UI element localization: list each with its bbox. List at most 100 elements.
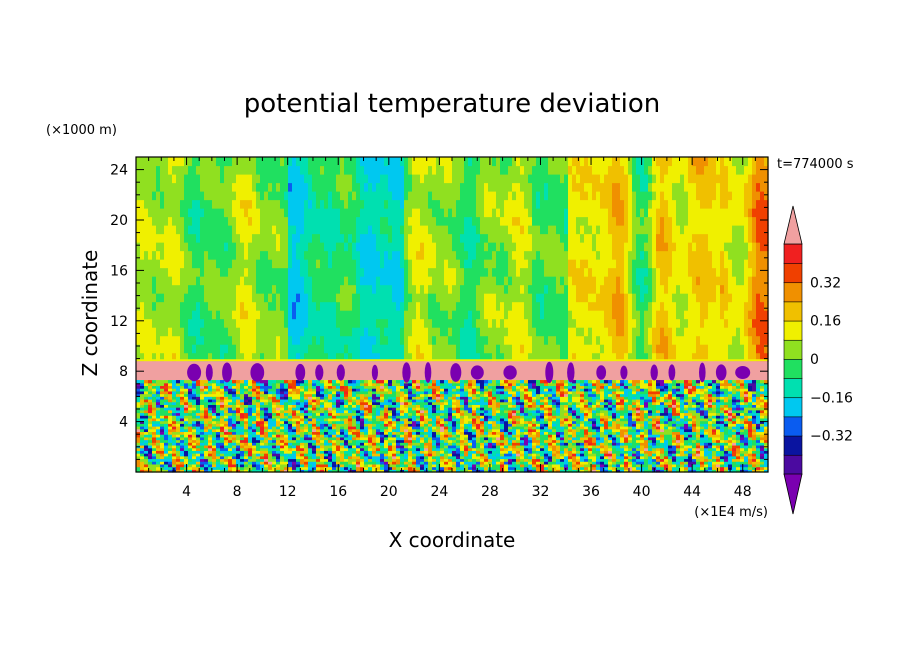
- heatmap-cell: [708, 327, 713, 337]
- heatmap-cell: [460, 276, 465, 286]
- heatmap-cell: [232, 382, 237, 387]
- heatmap-cell: [548, 327, 553, 337]
- heatmap-cell: [332, 191, 337, 201]
- heatmap-cell: [384, 216, 389, 226]
- heatmap-cell: [284, 327, 289, 337]
- heatmap-cell: [180, 447, 185, 451]
- heatmap-cell: [172, 455, 177, 460]
- heatmap-cell: [272, 463, 277, 468]
- heatmap-cell: [696, 344, 701, 354]
- heatmap-cell: [472, 335, 477, 345]
- heatmap-cell: [160, 388, 165, 392]
- heatmap-cell: [512, 267, 517, 277]
- heatmap-cell: [452, 225, 457, 235]
- heatmap-cell: [476, 310, 481, 320]
- heatmap-cell: [272, 174, 277, 184]
- heatmap-cell: [760, 174, 765, 184]
- heatmap-cell: [412, 208, 417, 218]
- heatmap-cell: [164, 412, 169, 416]
- heatmap-cell: [216, 380, 221, 384]
- heatmap-cell: [400, 327, 405, 337]
- heatmap-cell: [428, 352, 433, 362]
- heatmap-cell: [148, 191, 153, 201]
- heatmap-cell: [404, 327, 409, 337]
- heatmap-cell: [200, 417, 205, 422]
- heatmap-cell: [716, 284, 721, 294]
- heatmap-cell: [672, 344, 677, 354]
- heatmap-cell: [412, 293, 417, 303]
- heatmap-cell: [356, 318, 361, 328]
- heatmap-cell: [748, 344, 753, 354]
- heatmap-cell: [528, 225, 533, 235]
- heatmap-cell: [232, 409, 237, 414]
- heatmap-cell: [204, 380, 209, 384]
- heatmap-cell: [224, 382, 229, 387]
- heatmap-cell: [560, 352, 565, 362]
- heatmap-cell: [592, 242, 597, 252]
- heatmap-cell: [136, 267, 141, 277]
- heatmap-cell: [288, 165, 293, 175]
- heatmap-cell: [272, 398, 277, 403]
- heatmap-cell: [392, 242, 397, 252]
- heatmap-cell: [352, 310, 357, 320]
- heatmap-cell: [228, 417, 233, 422]
- heatmap-cell: [420, 165, 425, 175]
- heatmap-cell: [400, 242, 405, 252]
- heatmap-cell: [240, 396, 245, 400]
- heatmap-cell: [156, 310, 161, 320]
- heatmap-cell: [188, 388, 193, 392]
- heatmap-cell: [152, 380, 157, 384]
- heatmap-cell: [512, 208, 517, 218]
- heatmap-cell: [200, 442, 205, 446]
- heatmap-cell: [484, 165, 489, 175]
- heatmap-cell: [148, 436, 153, 441]
- heatmap-cell: [452, 267, 457, 277]
- heatmap-cell: [212, 380, 217, 384]
- heatmap-cell: [680, 344, 685, 354]
- heatmap-cell: [156, 409, 161, 414]
- heatmap-cell: [452, 199, 457, 209]
- heatmap-cell: [420, 276, 425, 286]
- heatmap-cell: [200, 165, 205, 175]
- heatmap-cell: [556, 344, 561, 354]
- heatmap-cell: [452, 216, 457, 226]
- heatmap-cell: [444, 327, 449, 337]
- heatmap-cell: [636, 310, 641, 320]
- heatmap-cell: [504, 301, 509, 311]
- heatmap-cell: [384, 250, 389, 260]
- heatmap-cell: [192, 469, 197, 473]
- heatmap-cell: [704, 352, 709, 362]
- heatmap-cell: [180, 431, 185, 435]
- heatmap-cell: [716, 344, 721, 354]
- heatmap-cell: [612, 199, 617, 209]
- heatmap-cell: [224, 157, 229, 167]
- heatmap-cell: [192, 199, 197, 209]
- heatmap-cell: [668, 199, 673, 209]
- heatmap-cell: [348, 182, 353, 192]
- heatmap-cell: [652, 293, 657, 303]
- heatmap-cell: [136, 242, 141, 252]
- heatmap-cell: [304, 250, 309, 260]
- heatmap-cell: [220, 396, 225, 400]
- heatmap-cell: [216, 157, 221, 167]
- heatmap-cell: [232, 420, 237, 424]
- heatmap-cell: [272, 458, 277, 462]
- heatmap-cell: [504, 191, 509, 201]
- heatmap-cell: [200, 382, 205, 387]
- heatmap-cell: [200, 461, 205, 465]
- heatmap-cell: [444, 174, 449, 184]
- heatmap-cell: [252, 380, 257, 384]
- heatmap-cell: [424, 250, 429, 260]
- heatmap-cell: [256, 398, 261, 403]
- heatmap-cell: [152, 407, 157, 411]
- heatmap-cell: [236, 455, 241, 460]
- heatmap-cell: [224, 310, 229, 320]
- heatmap-cell: [308, 327, 313, 337]
- heatmap-cell: [448, 310, 453, 320]
- heatmap-cell: [472, 182, 477, 192]
- heatmap-cell: [540, 267, 545, 277]
- heatmap-cell: [296, 301, 301, 311]
- heatmap-cell: [700, 242, 705, 252]
- heatmap-cell: [740, 327, 745, 337]
- heatmap-cell: [360, 165, 365, 175]
